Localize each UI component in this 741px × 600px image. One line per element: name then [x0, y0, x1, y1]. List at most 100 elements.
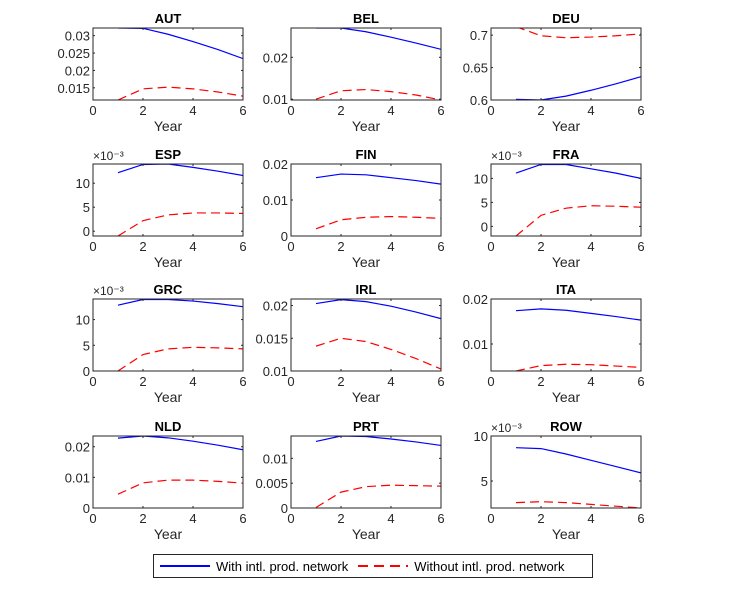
panel-title: GRC — [154, 282, 184, 297]
x-tick-label: 2 — [337, 374, 344, 389]
panel-title: PRT — [353, 419, 379, 434]
y-tick-label: 0 — [83, 224, 90, 239]
x-tick-label: 4 — [587, 511, 594, 526]
x-tick-label: 2 — [337, 103, 344, 118]
panel-deu: 0 2 4 6 0.6 0.65 0.7 Year DEU — [463, 11, 645, 134]
legend-item-with-network: With intl. prod. network — [160, 559, 348, 574]
x-tick-label: 6 — [239, 374, 246, 389]
y-tick-label: 0.01 — [463, 337, 488, 352]
x-axis-label: Year — [352, 526, 381, 542]
x-tick-label: 2 — [139, 239, 146, 254]
y-tick-label: 5 — [83, 200, 90, 215]
legend-label-with-network: With intl. prod. network — [216, 558, 349, 574]
legend-label-without-network: Without intl. prod. network — [414, 558, 565, 574]
series-without-network — [117, 346, 243, 371]
x-tick-label: 0 — [89, 239, 96, 254]
series-with-network — [117, 299, 243, 308]
y-tick-label: 0.7 — [470, 28, 488, 43]
panel-grc: 0 2 4 6 0 5 10 Year GRC ×10⁻³ — [76, 282, 247, 405]
x-axis-label: Year — [552, 526, 581, 542]
axes-box — [92, 298, 244, 372]
panel-title: ROW — [550, 419, 583, 434]
x-tick-label: 0 — [89, 103, 96, 118]
x-tick-label: 6 — [637, 374, 644, 389]
y-exponent-label: ×10⁻³ — [93, 284, 124, 298]
x-axis-label: Year — [154, 118, 183, 134]
y-tick-label: 0.01 — [263, 364, 288, 379]
x-axis-label: Year — [154, 389, 183, 405]
panel-title: ESP — [155, 147, 181, 162]
legend: With intl. prod. network Without intl. p… — [153, 554, 593, 578]
y-tick-label: 0.01 — [263, 451, 288, 466]
legend-swatch-solid-blue — [160, 565, 210, 567]
x-tick-label: 2 — [337, 511, 344, 526]
x-tick-label: 6 — [239, 511, 246, 526]
y-tick-label: 0 — [83, 501, 90, 516]
y-exponent-label: ×10⁻³ — [93, 149, 124, 163]
axes-box — [290, 298, 442, 372]
panel-fra: 0 2 4 6 0 5 10 Year FRA ×10⁻³ — [474, 147, 645, 270]
y-tick-label: 0.6 — [470, 93, 488, 108]
axes-box — [490, 163, 642, 237]
y-tick-label: 5 — [481, 474, 488, 489]
x-tick-label: 6 — [637, 239, 644, 254]
x-tick-label: 6 — [437, 511, 444, 526]
panel-title: FIN — [356, 147, 377, 162]
x-tick-label: 6 — [437, 103, 444, 118]
y-tick-label: 0.015 — [255, 331, 288, 346]
x-tick-label: 6 — [437, 374, 444, 389]
x-tick-label: 4 — [587, 103, 594, 118]
y-tick-label: 0.015 — [57, 81, 90, 96]
axes-box — [490, 298, 642, 372]
y-tick-label: 0.005 — [255, 476, 288, 491]
y-tick-label: 0.02 — [65, 63, 90, 78]
panel-title: FRA — [553, 147, 580, 162]
series-with-network — [515, 308, 641, 321]
y-tick-label: 0.025 — [57, 46, 90, 61]
panel-irl: 0 2 4 6 0.01 0.015 0.02 Year IRL — [255, 282, 444, 405]
x-tick-label: 2 — [537, 374, 544, 389]
axes-box — [290, 27, 442, 101]
series-without-network — [315, 484, 441, 508]
x-tick-label: 2 — [337, 239, 344, 254]
y-tick-label: 10 — [474, 171, 488, 186]
series-without-network — [515, 501, 641, 508]
panel-aut: 0 2 4 6 0.015 0.02 0.025 0.03 Year AUT — [57, 11, 246, 134]
series-without-network — [315, 337, 441, 370]
x-tick-label: 4 — [587, 374, 594, 389]
y-tick-label: 0 — [481, 219, 488, 234]
x-tick-label: 2 — [139, 374, 146, 389]
axes-box — [92, 163, 244, 237]
x-axis-label: Year — [552, 389, 581, 405]
x-tick-label: 0 — [287, 239, 294, 254]
series-with-network — [315, 173, 441, 185]
series-without-network — [117, 212, 243, 236]
legend-swatch-dashed-red — [358, 565, 409, 567]
y-tick-label: 0 — [281, 229, 288, 244]
x-tick-label: 0 — [487, 511, 494, 526]
x-tick-label: 0 — [287, 374, 294, 389]
y-exponent-label: ×10⁻³ — [491, 421, 522, 435]
y-tick-label: 0 — [83, 364, 90, 379]
panel-row: 0 2 4 6 5 10 Year ROW ×10⁻³ — [474, 419, 645, 542]
y-tick-label: 10 — [474, 429, 488, 444]
x-tick-label: 6 — [239, 103, 246, 118]
x-tick-label: 4 — [189, 511, 196, 526]
x-tick-label: 4 — [387, 103, 394, 118]
x-axis-label: Year — [154, 526, 183, 542]
series-with-network — [315, 436, 441, 447]
series-without-network — [517, 28, 641, 39]
x-tick-label: 6 — [239, 239, 246, 254]
y-tick-label: 0.01 — [263, 92, 288, 107]
x-tick-label: 0 — [487, 374, 494, 389]
y-tick-label: 0.01 — [263, 193, 288, 208]
series-without-network — [117, 479, 243, 495]
x-tick-label: 4 — [387, 239, 394, 254]
x-tick-label: 2 — [139, 103, 146, 118]
y-exponent-label: ×10⁻³ — [491, 149, 522, 163]
x-tick-label: 4 — [387, 511, 394, 526]
x-tick-label: 6 — [437, 239, 444, 254]
x-tick-label: 0 — [487, 103, 494, 118]
series-with-network — [117, 164, 243, 177]
panel-prt: 0 2 4 6 0 0.005 0.01 Year PRT — [255, 419, 444, 542]
